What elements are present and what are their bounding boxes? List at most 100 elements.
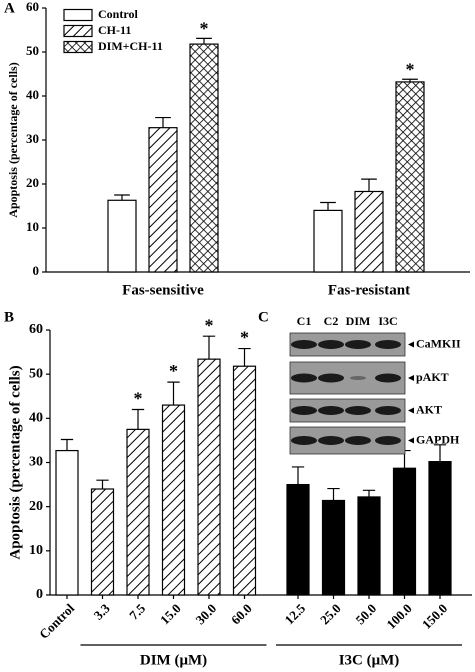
bar [107, 199, 137, 273]
error-bar [96, 479, 109, 489]
x-tick-label: 50.0 [353, 601, 380, 628]
arrow [408, 375, 414, 381]
error-bar [320, 201, 336, 211]
legend-label: Control [98, 7, 138, 21]
bar [395, 81, 425, 273]
blot-band [345, 406, 371, 415]
y-tick-label: 30 [29, 455, 43, 470]
lane-label: C2 [324, 314, 339, 328]
blot-band [318, 373, 344, 383]
error-bar [238, 347, 251, 367]
arrow [408, 437, 414, 444]
bar [428, 461, 452, 596]
y-tick-label: 40 [26, 87, 39, 102]
x-tick-label: 25.0 [317, 601, 344, 628]
error-bar [155, 116, 171, 128]
error-bar [291, 466, 305, 485]
x-tick-label: Fas-sensitive [122, 282, 204, 298]
significance-marker: * [200, 18, 209, 38]
blot-band [375, 406, 401, 415]
bar [313, 209, 343, 273]
significance-marker: * [134, 389, 143, 409]
x-tick-label: 3.3 [91, 600, 113, 622]
lane-label: DIM [346, 314, 371, 328]
legend-swatch [63, 40, 93, 54]
blot-band [318, 340, 344, 349]
y-tick-label: 50 [26, 43, 39, 58]
x-tick-label: 150.0 [419, 601, 450, 632]
bar [286, 483, 310, 596]
y-axis-label: Apoptosis (percentage of cells) [6, 62, 20, 217]
blot-band [291, 373, 317, 383]
blot-band [291, 436, 317, 445]
blot-band [291, 406, 317, 415]
bar [126, 428, 150, 596]
error-bar [361, 178, 377, 192]
legend-label: DIM+CH-11 [98, 39, 163, 53]
error-bar [327, 487, 340, 501]
x-tick-label: 100.0 [383, 601, 414, 632]
panel-label: B [4, 309, 14, 325]
blot-band [291, 340, 317, 349]
error-bar [433, 444, 447, 462]
bar [197, 358, 221, 596]
bar [232, 365, 257, 596]
error-bar [402, 78, 418, 82]
blot-band [345, 340, 371, 349]
x-tick-label: 30.0 [193, 601, 220, 628]
error-bar [60, 438, 74, 451]
error-bar [114, 194, 130, 201]
arrow [408, 407, 414, 414]
legend-label: CH-11 [98, 23, 131, 37]
bar [189, 43, 219, 273]
bar [354, 190, 384, 273]
protein-label: pAKT [416, 370, 449, 384]
y-tick-label: 50 [29, 366, 43, 381]
y-tick-label: 60 [29, 322, 43, 337]
lane-label: I3C [378, 314, 397, 328]
significance-marker: * [240, 328, 249, 348]
y-tick-label: 30 [26, 131, 39, 146]
bar [55, 449, 79, 596]
blot-band [350, 376, 366, 380]
group-label: DIM (μM) [140, 652, 207, 668]
error-bar [202, 335, 216, 360]
error-bar [131, 408, 145, 430]
panel-label: C [258, 309, 269, 325]
bar [148, 127, 178, 273]
significance-marker: * [406, 59, 415, 79]
arrow [408, 341, 414, 348]
y-tick-label: 40 [29, 411, 43, 426]
y-axis-label: Apoptosis (percentage of cells) [7, 365, 23, 559]
blot-band [318, 406, 344, 415]
x-tick-label: 60.0 [228, 601, 255, 628]
y-tick-label: 10 [29, 543, 43, 558]
blot-band [375, 436, 401, 445]
blot-band [345, 436, 371, 445]
blot-band [375, 340, 401, 349]
y-tick-label: 0 [33, 263, 40, 278]
blot-band [318, 436, 344, 445]
y-tick-label: 20 [26, 175, 39, 190]
protein-label: AKT [416, 402, 442, 416]
blot-band [375, 373, 401, 383]
x-tick-label: 15.0 [157, 601, 184, 628]
protein-label: CaMKII [416, 336, 461, 350]
significance-marker: * [205, 315, 214, 335]
bar [161, 404, 186, 596]
error-bar [196, 37, 212, 45]
panel-label: A [4, 0, 15, 16]
protein-label: GAPDH [416, 432, 460, 446]
significance-marker: * [169, 361, 178, 381]
y-tick-label: 20 [29, 499, 43, 514]
bar [90, 488, 115, 596]
error-bar [362, 489, 376, 497]
legend-swatch [63, 8, 93, 22]
x-tick-label: 7.5 [126, 600, 148, 622]
y-tick-label: 0 [36, 587, 43, 602]
x-tick-label: 12.5 [282, 600, 309, 627]
bar [357, 496, 381, 596]
bar [392, 467, 417, 596]
error-bar [167, 381, 180, 406]
